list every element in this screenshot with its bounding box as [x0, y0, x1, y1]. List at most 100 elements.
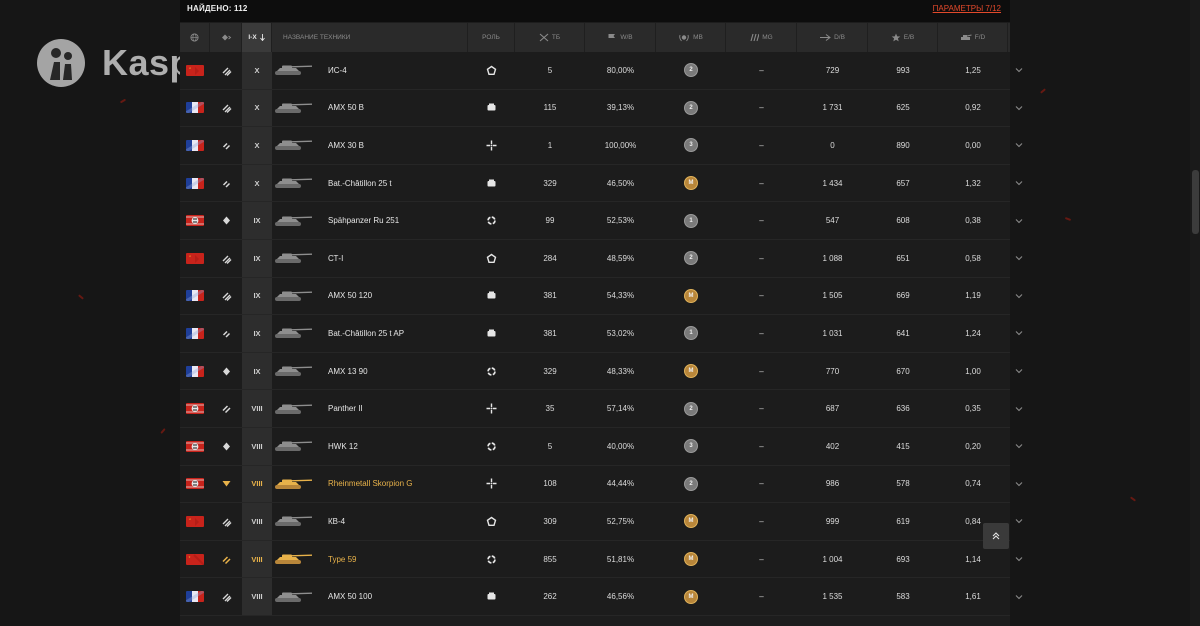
vehicle-name-cell[interactable]: AMX 50 120 [272, 278, 468, 315]
scout-role-icon [468, 428, 515, 465]
vehicle-name-cell[interactable]: AMX 13 90 [272, 353, 468, 390]
vehicle-row[interactable]: X ИС-4 5 80,00% 2 – 729 993 1,25 [180, 52, 1023, 90]
vehicle-tier: VIII [242, 540, 272, 578]
vehicle-row[interactable]: X Bat.-Châtillon 25 t 329 46,50% M – 1 4… [180, 164, 1023, 203]
frag-ratio: 0,58 [965, 253, 981, 263]
win-rate: 44,44% [606, 479, 635, 489]
frag-ratio: 0,84 [965, 516, 981, 526]
vehicle-row[interactable]: X AMX 50 B 115 39,13% 2 – 1 731 625 0,92 [180, 89, 1023, 128]
scrollbar-thumb[interactable] [1192, 170, 1199, 234]
mastery-cell: M [656, 165, 726, 202]
chevron-down-icon[interactable] [1014, 253, 1024, 263]
tank-silhouette-icon [272, 101, 314, 115]
battles-count: 99 [545, 216, 555, 226]
vehicle-row[interactable]: IX Spähpanzer Ru 251 99 52,53% 1 – 547 6… [180, 202, 1023, 240]
scroll-to-top-button[interactable] [983, 523, 1009, 549]
vehicle-name-cell[interactable]: Panther II [272, 390, 468, 427]
experience-per-battle: 415 [896, 441, 910, 451]
crossed-swords-icon [539, 33, 549, 42]
chevron-down-icon[interactable] [1014, 479, 1024, 489]
vehicle-row[interactable]: IX AMX 50 120 381 54,33% M – 1 505 669 1… [180, 277, 1023, 316]
column-mastery[interactable]: МВ [656, 23, 726, 52]
column-winrate[interactable]: W/B [585, 23, 656, 52]
vehicle-name-cell[interactable]: СТ-I [272, 240, 468, 277]
vehicle-name-cell[interactable]: Rheinmetall Skorpion G [272, 466, 468, 503]
vehicle-name-cell[interactable]: Bat.-Châtillon 25 t AP [272, 315, 468, 352]
params-link[interactable]: ПАРАМЕТРЫ 7/12 [932, 4, 1001, 13]
vehicle-row[interactable]: X AMX 30 B 1 100,00% 3 – 0 890 0,00 [180, 127, 1023, 165]
vehicle-class-icon [210, 240, 242, 277]
heavy-role-icon [468, 52, 515, 89]
vehicle-tier: X [242, 127, 272, 164]
vehicle-name: AMX 30 B [328, 140, 365, 150]
vehicle-row[interactable]: VIII Type 59 855 51,81% M – 1 004 693 1,… [180, 540, 1023, 579]
chevron-down-icon[interactable] [1014, 554, 1024, 564]
table-header: I-X НАЗВАНИЕ ТЕХНИКИ РОЛЬ ТБ W/B МВ МG D… [180, 23, 1010, 52]
nation-flag-icon [180, 315, 210, 352]
frag-ratio: 0,35 [965, 404, 981, 414]
vehicle-name-cell[interactable]: Spähpanzer Ru 251 [272, 202, 468, 239]
chevron-down-icon[interactable] [1014, 216, 1024, 226]
chevron-down-icon[interactable] [1014, 592, 1024, 602]
vehicle-row[interactable]: IX СТ-I 284 48,59% 2 – 1 088 651 0,58 [180, 239, 1023, 278]
battles-count: 108 [543, 479, 557, 489]
vehicle-row[interactable]: VIII КВ-4 309 52,75% M – 999 619 0,84 [180, 503, 1023, 541]
vehicle-row[interactable]: VIII Panther II 35 57,14% 2 – 687 636 0,… [180, 390, 1023, 428]
mastery-badge-icon: M [684, 589, 698, 604]
vehicle-name-cell[interactable]: Bat.-Châtillon 25 t [272, 165, 468, 202]
nation-flag-icon [180, 390, 210, 427]
column-battles[interactable]: ТБ [515, 23, 585, 52]
chevron-down-icon[interactable] [1014, 404, 1024, 414]
vehicle-name-cell[interactable]: ИС-4 [272, 52, 468, 89]
vehicle-name-cell[interactable]: AMX 30 B [272, 127, 468, 164]
damage-per-battle: 0 [830, 140, 835, 150]
nation-flag-icon [180, 578, 210, 615]
column-damage[interactable]: D/B [797, 23, 868, 52]
chevron-down-icon[interactable] [1014, 328, 1024, 338]
vehicle-row[interactable]: VIII Rheinmetall Skorpion G 108 44,44% 2… [180, 465, 1023, 504]
mastery-cell: 1 [656, 315, 726, 352]
chevron-down-icon[interactable] [1014, 516, 1024, 526]
vehicle-name-cell[interactable]: AMX 50 B [272, 90, 468, 127]
vehicle-row[interactable]: IX Bat.-Châtillon 25 t AP 381 53,02% 1 –… [180, 315, 1023, 353]
vehicle-tier: X [242, 52, 272, 89]
experience-per-battle: 657 [896, 178, 910, 188]
damage-per-battle: 402 [825, 441, 840, 451]
column-tier[interactable]: I-X [242, 23, 272, 52]
vehicle-row[interactable]: VIII HWK 12 5 40,00% 3 – 402 415 0,20 [180, 427, 1023, 466]
chevron-down-icon[interactable] [1014, 366, 1024, 376]
vehicle-name-cell[interactable]: HWK 12 [272, 428, 468, 465]
globe-icon [190, 33, 199, 42]
chevron-down-icon[interactable] [1014, 441, 1024, 451]
chevron-down-icon[interactable] [1014, 65, 1024, 75]
vehicle-name: AMX 13 90 [328, 366, 368, 376]
column-experience[interactable]: E/B [868, 23, 938, 52]
vehicle-row[interactable]: VIII AMX 50 100 262 46,56% M – 1 535 583… [180, 578, 1023, 616]
column-nation[interactable] [180, 23, 210, 52]
vehicle-class-icon [210, 353, 242, 390]
vehicle-name-cell[interactable]: Type 59 [272, 541, 468, 578]
column-role[interactable]: РОЛЬ [468, 23, 515, 52]
vehicle-row[interactable]: IX AMX 13 90 329 48,33% M – 770 670 1,00 [180, 352, 1023, 391]
chevron-down-icon[interactable] [1014, 178, 1024, 188]
battles-count: 309 [543, 516, 557, 526]
column-mg[interactable]: МG [726, 23, 797, 52]
tank-silhouette-icon [272, 552, 314, 566]
column-class[interactable] [210, 23, 242, 52]
column-battles-label: ТБ [551, 34, 561, 41]
vehicle-name-cell[interactable]: КВ-4 [272, 503, 468, 540]
column-frags[interactable]: F/D [938, 23, 1008, 52]
chevron-down-icon[interactable] [1014, 103, 1024, 113]
vehicle-class-icon [210, 315, 242, 352]
mastery-level: 2 [689, 104, 693, 111]
chevron-down-icon[interactable] [1014, 140, 1024, 150]
column-name[interactable]: НАЗВАНИЕ ТЕХНИКИ [272, 23, 468, 52]
chevron-down-icon[interactable] [1014, 291, 1024, 301]
damage-per-battle: 1 004 [822, 554, 843, 564]
vehicle-class-icon [210, 52, 242, 89]
experience-per-battle: 625 [896, 103, 910, 113]
mg-value: – [759, 140, 764, 150]
vehicle-name-cell[interactable]: AMX 50 100 [272, 578, 468, 615]
results-bar: НАЙДЕНО: 112 ПАРАМЕТРЫ 7/12 [180, 0, 1010, 22]
page-scrollbar[interactable] [1190, 0, 1200, 626]
